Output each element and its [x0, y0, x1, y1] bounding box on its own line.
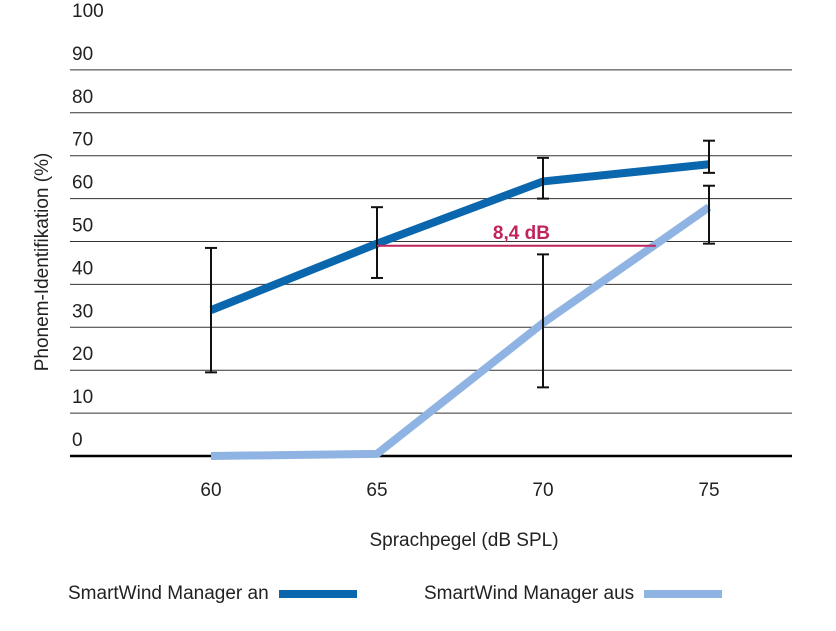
gridlines	[70, 69, 792, 458]
y-tick-label: 40	[72, 258, 93, 279]
y-tick-label: 10	[72, 387, 93, 408]
y-tick-label: 50	[72, 216, 93, 237]
annotation: 8,4 dB	[377, 223, 656, 247]
annotation-label: 8,4 dB	[493, 223, 550, 244]
legend-swatch-aus	[644, 590, 723, 598]
legend-label-aus: SmartWind Manager aus	[424, 583, 635, 604]
y-tick-label: 60	[72, 173, 93, 194]
x-axis-title: Sprachpegel (dB SPL)	[369, 530, 558, 551]
legend-item-an: SmartWind Manager an	[68, 583, 357, 605]
series-line	[209, 160, 710, 314]
error-bars	[205, 139, 715, 389]
x-tick-label: 70	[532, 480, 553, 501]
y-tick-label: 90	[72, 44, 93, 65]
y-tick-label: 80	[72, 87, 93, 108]
y-tick-label: 30	[72, 301, 93, 322]
x-tick-labels: 60 65 70 75	[200, 480, 719, 501]
y-tick-labels: 0 10 20 30 40 50 60 70 80 90 100	[72, 1, 104, 451]
legend-swatch-an	[278, 590, 357, 598]
y-tick-label: 100	[72, 1, 104, 22]
series-line	[210, 203, 712, 460]
y-tick-label: 0	[72, 430, 83, 451]
y-axis-title: Phonem-Identifikation (%)	[32, 153, 53, 372]
x-tick-label: 65	[366, 480, 387, 501]
y-tick-label: 20	[72, 344, 93, 365]
x-tick-label: 75	[698, 480, 719, 501]
series-lines	[209, 160, 712, 460]
legend-item-aus: SmartWind Manager aus	[424, 583, 723, 605]
x-tick-label: 60	[200, 480, 221, 501]
y-tick-label: 70	[72, 130, 93, 151]
legend-label-an: SmartWind Manager an	[68, 583, 269, 604]
